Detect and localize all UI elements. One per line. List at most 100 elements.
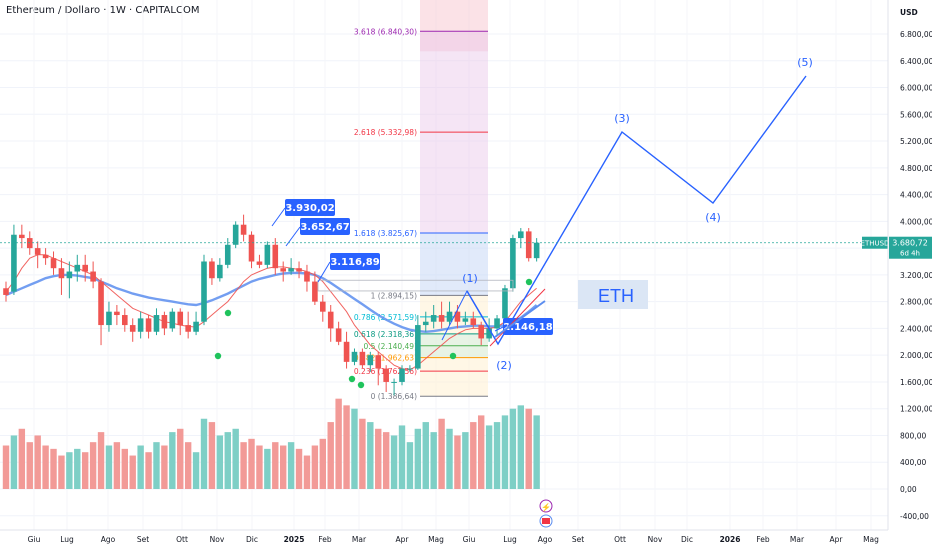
volume-bar	[216, 435, 224, 489]
volume-bar	[287, 442, 295, 489]
candle-body	[422, 321, 429, 326]
x-tick-label: Lug	[503, 535, 517, 544]
volume-bar	[406, 442, 414, 489]
candle-body	[438, 315, 445, 322]
volume-bar	[18, 428, 26, 489]
volume-bar	[533, 415, 540, 489]
candle-body	[98, 281, 104, 326]
y-tick-label: 0,00	[900, 485, 917, 494]
volume-bar	[438, 418, 445, 489]
candle-body	[470, 318, 477, 326]
candle-body	[288, 268, 294, 272]
currency-label: USD	[900, 8, 918, 17]
trend-line-blue	[494, 300, 546, 338]
candle-body	[533, 242, 540, 259]
x-tick-label: Ott	[176, 535, 188, 544]
candle-body	[217, 264, 223, 279]
lightning-icon	[539, 499, 553, 513]
volume-bar	[137, 445, 144, 489]
candle-body	[518, 231, 524, 239]
volume-bar	[113, 442, 121, 489]
fib-label: 0.786 (2.571,59)	[354, 313, 417, 322]
volume-bar	[272, 442, 279, 489]
candle-body	[304, 271, 310, 282]
candle-body	[359, 351, 366, 366]
volume-bar	[184, 442, 192, 489]
volume-bar	[462, 432, 469, 489]
x-tick-label: Ott	[614, 535, 626, 544]
volume-bar	[343, 405, 350, 489]
candle-body	[137, 318, 144, 332]
fib-label: 0.5 (2.140,49)	[363, 342, 417, 351]
fibonacci-zone: 0 (1.386,64)0.236 (1.762,56)0.382 (1.962…	[354, 0, 488, 401]
volume-bar	[192, 452, 200, 489]
candle-body	[367, 355, 374, 366]
price-callout-box	[285, 199, 335, 216]
candle-body	[3, 288, 9, 295]
volume-bar	[2, 445, 10, 489]
x-tick-label: Ago	[538, 535, 553, 544]
candles-layer	[3, 214, 540, 396]
y-tick-label: 1.200,00	[900, 405, 932, 414]
x-tick-label: Lug	[60, 535, 74, 544]
volume-bar	[50, 448, 57, 489]
volume-bar	[525, 408, 532, 489]
volume-bar	[248, 438, 255, 489]
volume-bar	[34, 435, 41, 489]
y-tick-label: 2.800,00	[900, 298, 932, 307]
signal-dot	[214, 352, 222, 360]
candle-body	[19, 234, 25, 239]
volume-bar	[319, 438, 326, 489]
wave-label: (5)	[797, 56, 813, 69]
volume-bar	[493, 422, 501, 489]
wave-label: (3)	[614, 112, 630, 125]
volume-bar	[208, 422, 216, 489]
candle-body	[280, 268, 286, 272]
fib-zone-top	[420, 0, 488, 52]
candle-body	[430, 315, 437, 322]
trend-line-red	[489, 288, 546, 347]
volume-bar	[501, 415, 509, 489]
eth-label-box	[578, 280, 648, 309]
candle-body	[415, 325, 421, 369]
volume-bar	[367, 422, 374, 489]
volume-bar	[145, 452, 152, 489]
volume-bar	[153, 442, 160, 489]
candle-body	[169, 311, 176, 329]
candle-body	[343, 341, 350, 362]
callout-leader	[317, 261, 331, 283]
volume-bar	[256, 445, 263, 489]
volume-bar	[470, 422, 477, 489]
candle-body	[201, 261, 207, 322]
signal-dot	[449, 352, 457, 360]
volume-bar	[66, 452, 73, 489]
y-tick-label: 4.800,00	[900, 164, 932, 173]
candle-body	[391, 381, 397, 383]
x-tick-label: 2026	[720, 535, 741, 544]
candle-body	[264, 244, 271, 265]
volume-bar	[10, 435, 18, 489]
candle-body	[240, 224, 247, 235]
volume-bar	[42, 445, 49, 489]
volume-bar	[161, 445, 168, 489]
candle-body	[486, 328, 492, 339]
volume-bar	[200, 418, 208, 489]
volume-bar	[232, 428, 239, 489]
candle-body	[145, 318, 152, 332]
price-badge-value: 3.680,72	[892, 239, 928, 248]
y-tick-label: 2.000,00	[900, 351, 932, 360]
candle-body	[58, 268, 65, 279]
chart-header-title: Ethereum / Dollaro · 1W · CAPITALCOM	[6, 5, 200, 16]
volume-bar	[264, 448, 271, 489]
symbol-badge-text: ETHUSD	[861, 240, 890, 248]
candle-body	[185, 325, 191, 332]
candle-body	[256, 261, 263, 265]
x-tick-label: Apr	[396, 535, 410, 544]
candle-body	[312, 281, 318, 302]
price-axis: 6.800,00 6.400,00 6.000,00 5.600,00 5.200,00…	[887, 0, 932, 530]
signal-dot	[348, 375, 356, 383]
x-tick-label: Dic	[681, 535, 693, 544]
fib-label: 1.618 (3.825,67)	[354, 229, 417, 238]
wave-label: (4)	[705, 211, 721, 224]
